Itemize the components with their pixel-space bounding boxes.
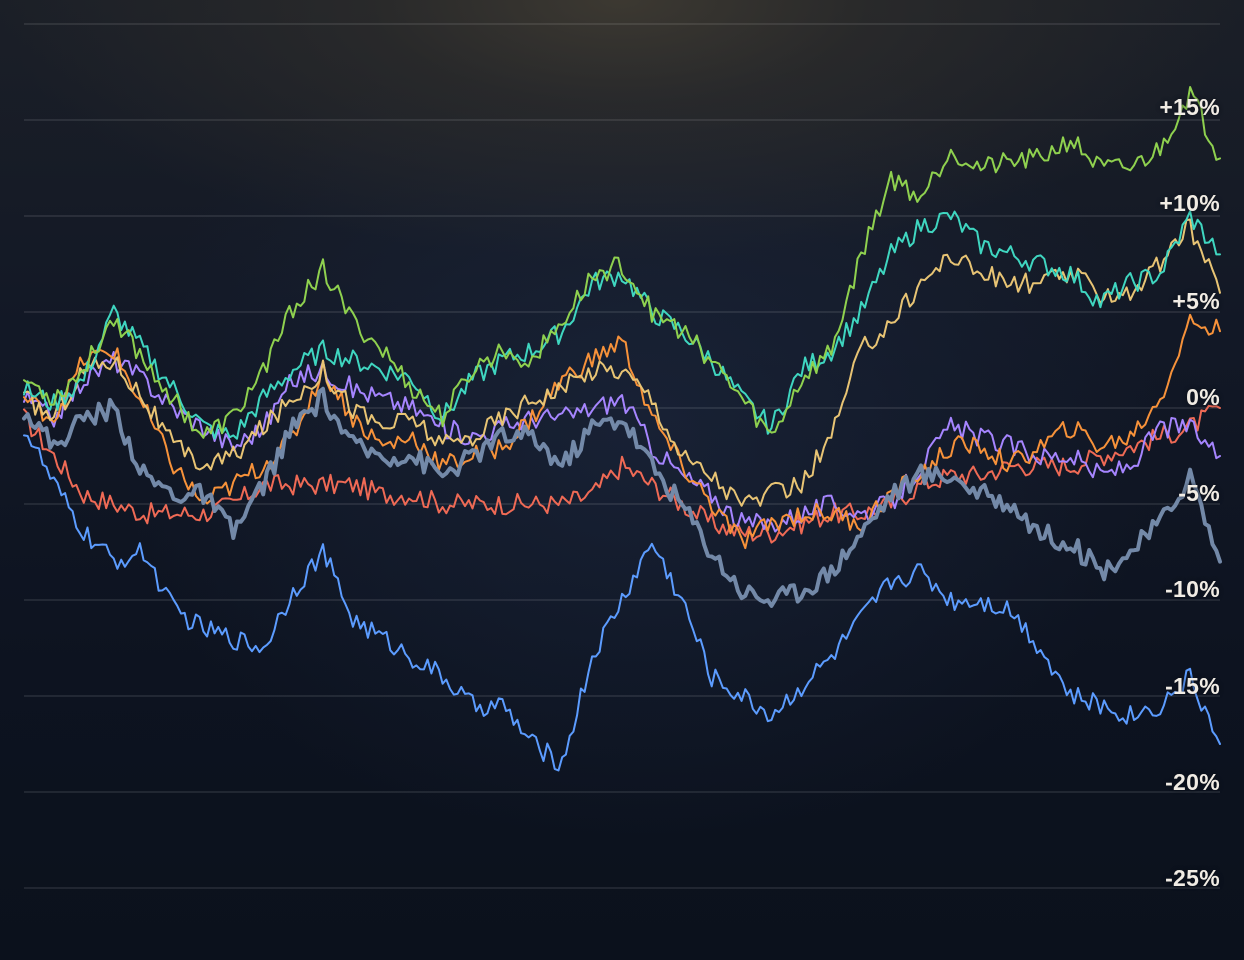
series-line-slate: [22, 386, 1222, 608]
gridlines: [24, 23, 1220, 889]
series-line-green: [23, 86, 1221, 439]
series-line-teal: [23, 210, 1221, 440]
y-tick-label-plus10: +10%: [1159, 190, 1220, 216]
series-line-red: [23, 404, 1221, 544]
series-line-blue: [23, 434, 1221, 772]
y-tick-label-zero: 0%: [1186, 384, 1220, 410]
y-tick-label-minus10: -10%: [1165, 576, 1220, 602]
y-tick-label-plus15: +15%: [1159, 94, 1220, 120]
series-line-yellow: [23, 218, 1221, 507]
y-tick-label-minus20: -20%: [1165, 769, 1220, 795]
series-line-purple: [23, 351, 1221, 533]
series-line-orange: [23, 313, 1221, 550]
y-tick-label-plus5: +5%: [1172, 288, 1220, 314]
series-lines: [22, 86, 1222, 772]
y-tick-label-minus25: -25%: [1165, 865, 1220, 891]
y-tick-label-minus15: -15%: [1165, 673, 1220, 699]
y-tick-label-minus5: -5%: [1178, 480, 1220, 506]
